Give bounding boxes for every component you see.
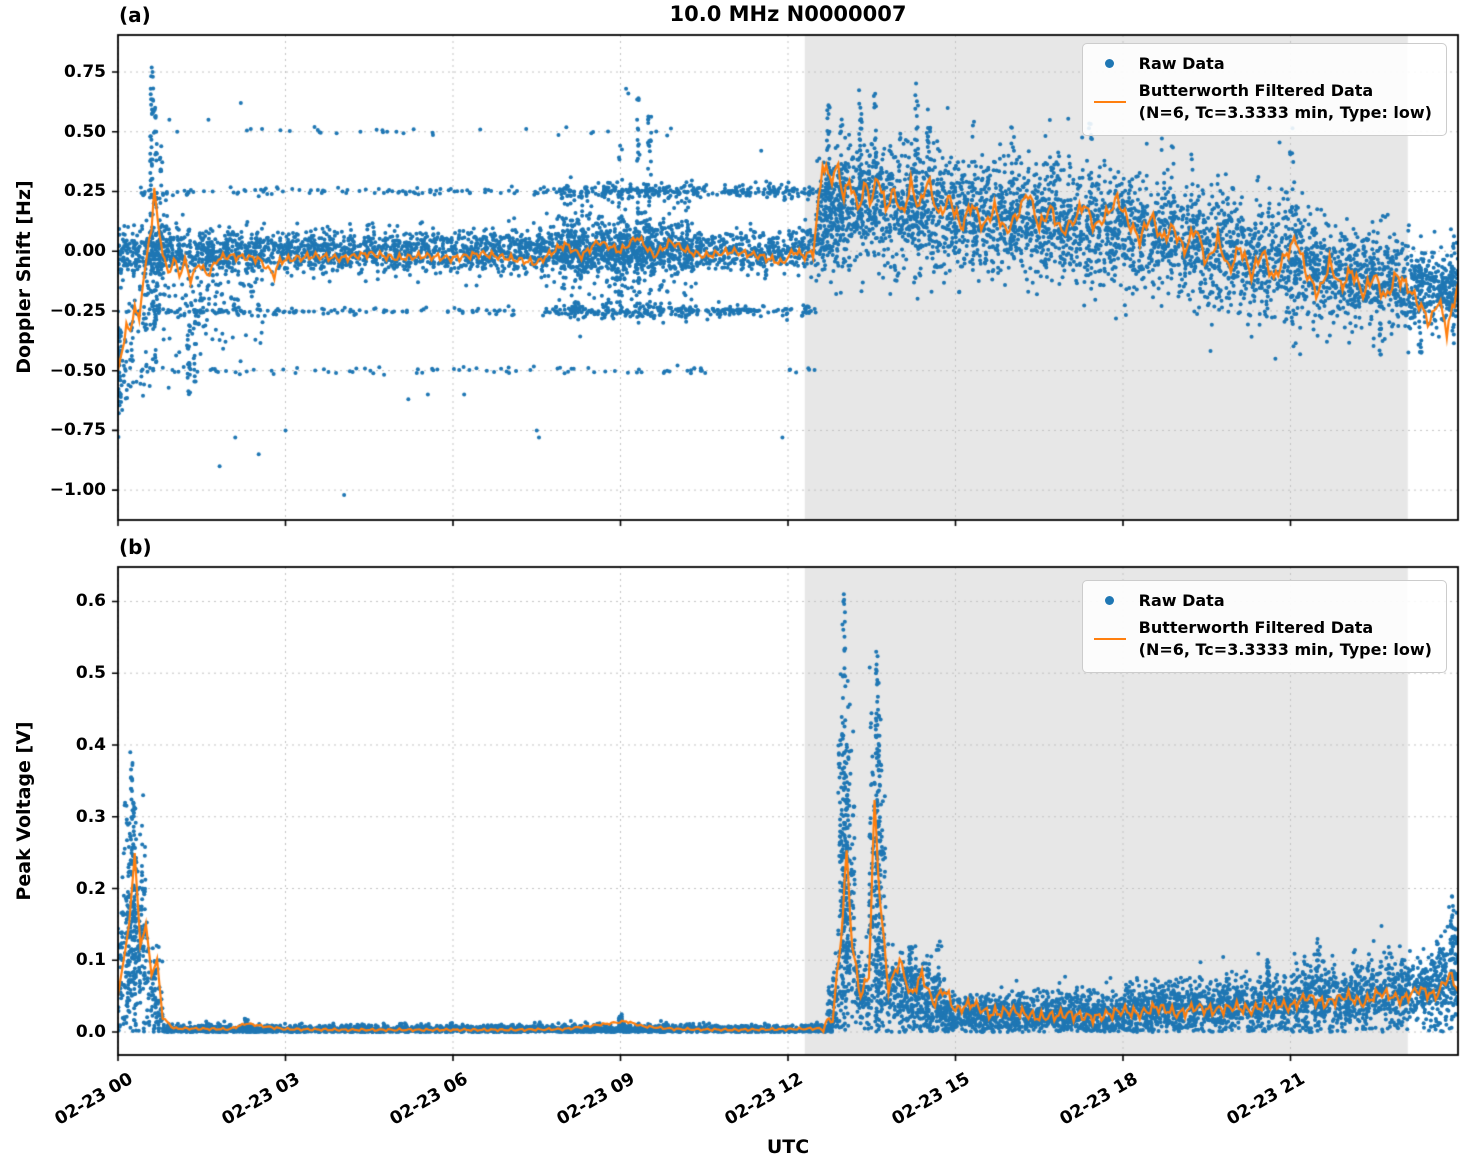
- legend-a: Raw Data Butterworth Filtered Data (N=6,…: [1081, 43, 1447, 136]
- y-tick-label: 0.00: [64, 241, 106, 262]
- legend-filtered-label: Butterworth Filtered Data: [1138, 81, 1374, 100]
- legend-filtered-sublabel: (N=6, Tc=3.3333 min, Type: low): [1138, 103, 1432, 123]
- legend-raw-label: Raw Data: [1138, 591, 1225, 610]
- y-tick-label: −1.00: [49, 480, 106, 501]
- y-tick-label: 0.0: [75, 1022, 106, 1043]
- y-tick-label: −0.25: [49, 300, 106, 321]
- chart-title: 10.0 MHz N0000007: [669, 2, 907, 26]
- raw-marker-handle: [1093, 59, 1127, 68]
- y-tick-label: 0.2: [75, 878, 106, 899]
- filtered-line-icon: [1093, 638, 1126, 641]
- y-tick-label: 0.3: [75, 806, 106, 827]
- filtered-marker-handle: [1093, 101, 1127, 104]
- legend-raw-row: Raw Data: [1093, 54, 1432, 73]
- y-tick-label: 0.75: [64, 62, 106, 83]
- legend-raw-row: Raw Data: [1093, 591, 1432, 610]
- raw-data-dot-icon: [1105, 59, 1115, 68]
- panel-a-label: (a): [119, 3, 151, 27]
- legend-filtered-row: Butterworth Filtered Data (N=6, Tc=3.333…: [1093, 617, 1432, 662]
- legend-filtered-sublabel: (N=6, Tc=3.3333 min, Type: low): [1138, 640, 1432, 660]
- legend-filtered-row: Butterworth Filtered Data (N=6, Tc=3.333…: [1093, 80, 1432, 125]
- raw-marker-handle: [1093, 596, 1127, 605]
- y-tick-label: −0.75: [49, 420, 106, 441]
- filtered-line-icon: [1093, 101, 1126, 104]
- y-tick-label: −0.50: [49, 360, 106, 381]
- raw-data-dot-icon: [1105, 596, 1115, 605]
- y-tick-label: 0.6: [75, 591, 106, 612]
- legend-b: Raw Data Butterworth Filtered Data (N=6,…: [1081, 580, 1447, 673]
- filtered-marker-handle: [1093, 638, 1127, 641]
- y-axis-label-doppler: Doppler Shift [Hz]: [13, 180, 35, 374]
- y-axis-label-voltage: Peak Voltage [V]: [13, 721, 35, 901]
- panel-b-label: (b): [119, 535, 152, 559]
- legend-raw-label: Raw Data: [1138, 54, 1225, 73]
- y-tick-label: 0.50: [64, 121, 106, 142]
- y-tick-label: 0.5: [75, 663, 106, 684]
- y-tick-label: 0.4: [75, 734, 106, 755]
- y-tick-label: 0.25: [64, 181, 106, 202]
- x-axis-label: UTC: [766, 1136, 810, 1158]
- legend-filtered-label: Butterworth Filtered Data: [1138, 618, 1374, 637]
- y-tick-label: 0.1: [75, 950, 106, 971]
